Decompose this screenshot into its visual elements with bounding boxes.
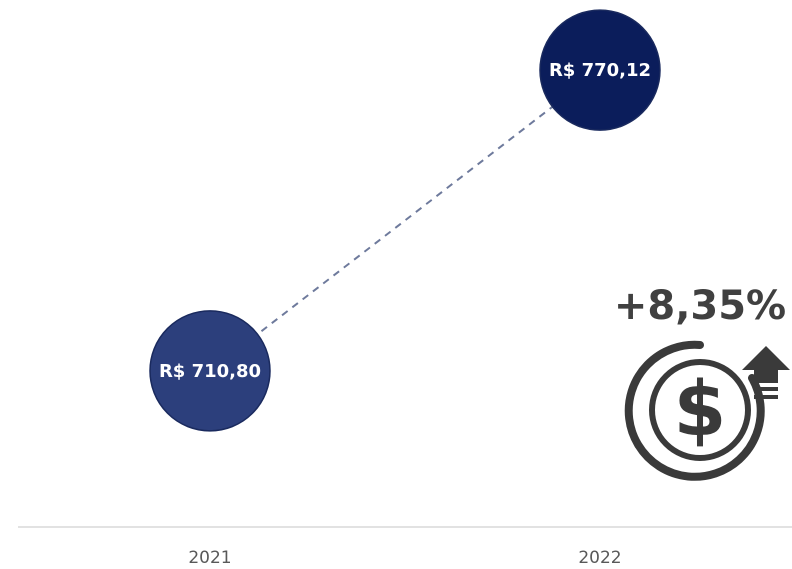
svg-text:$: $ [674,364,727,453]
plot-area: R$ 710,80 2021 R$ 770,12 2022 [149,9,661,568]
x-tick-label: 2021 [188,548,231,568]
data-label: R$ 710,80 [159,361,261,382]
data-point [539,9,661,131]
dollar-icon: $ [624,340,790,481]
x-tick-label: 2022 [578,548,621,568]
data-label: R$ 770,12 [549,60,651,81]
connector-line [209,69,601,372]
annotation: +8,35% [614,283,786,329]
data-point [149,310,271,432]
